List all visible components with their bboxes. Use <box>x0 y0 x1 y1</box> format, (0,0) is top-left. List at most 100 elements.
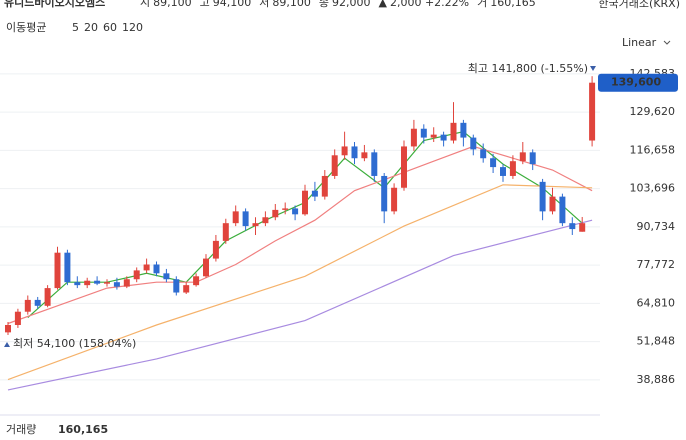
candle-body <box>420 128 427 138</box>
candle-body <box>94 280 101 284</box>
header-value: 89,100 <box>272 0 311 9</box>
candle-body <box>341 146 348 156</box>
candle-body <box>143 264 150 271</box>
header-label: 거 <box>477 0 487 9</box>
legend-entry: 120 <box>122 21 143 34</box>
candle-body <box>84 280 91 286</box>
header-label: 종 <box>319 0 329 9</box>
candle-body <box>410 128 417 147</box>
candle-body <box>549 196 556 212</box>
candle-body <box>500 167 506 176</box>
price-tag-label: 139,600 <box>611 76 661 89</box>
candle-body <box>509 161 516 176</box>
candle-body <box>262 217 269 224</box>
candle-body <box>272 209 279 218</box>
header-value: 92,000 <box>332 0 371 9</box>
candle-body <box>5 324 11 333</box>
candle-body <box>153 264 160 274</box>
candle-body <box>44 288 51 306</box>
candle-body <box>371 152 378 176</box>
y-tick-label: 116,658 <box>630 143 676 156</box>
chart-title: 유니드바이오지오엠스 <box>4 0 105 9</box>
y-tick-label: 77,772 <box>637 258 676 271</box>
header-label: 고 <box>200 0 210 9</box>
y-tick-label: 51,848 <box>637 335 676 348</box>
candle-body <box>331 155 338 176</box>
candle-body <box>529 152 536 165</box>
candle-body <box>133 270 140 280</box>
candle-body <box>74 282 81 286</box>
ma-label: 이동평균 <box>6 21 46 34</box>
header-label: 저 <box>259 0 269 9</box>
candle-body <box>311 190 318 197</box>
candle-body <box>54 252 61 289</box>
candle-body <box>232 211 239 224</box>
candle-body <box>589 82 596 141</box>
candle-body <box>569 223 576 230</box>
candle-body <box>519 152 526 162</box>
candle-body <box>282 208 289 210</box>
header-value: 94,100 <box>213 0 252 9</box>
candle-body <box>470 137 477 150</box>
candle-body <box>391 187 398 212</box>
candle-body <box>450 122 457 141</box>
y-tick-label: 103,696 <box>630 182 676 195</box>
candle-body <box>351 146 358 159</box>
ma-line <box>27 131 583 319</box>
candle-body <box>14 311 21 325</box>
ma-line <box>7 219 593 391</box>
legend-entry: 5 <box>72 21 79 34</box>
ma-line <box>7 184 593 381</box>
candle-body <box>361 152 368 159</box>
candle-body <box>559 196 566 224</box>
candle-body <box>193 276 200 286</box>
candle-body <box>490 158 497 168</box>
y-tick-label: 64,810 <box>637 296 676 309</box>
candle-body <box>440 134 447 141</box>
volume-label: 거래량 <box>6 423 36 436</box>
candle-body <box>401 146 407 188</box>
candle-body <box>460 122 467 138</box>
dropdown-icon[interactable] <box>663 40 671 45</box>
legend: 5 20 60 120 <box>72 21 143 34</box>
candle-body <box>123 279 130 287</box>
header-label: ▲ <box>379 0 388 9</box>
candle-body <box>480 149 487 159</box>
min-annotation: 최저 54,100 (158.04%) <box>13 337 136 350</box>
candle-body <box>104 282 110 284</box>
candle-body <box>321 175 328 197</box>
header-value: 2,000 +2.22% <box>390 0 469 9</box>
candle-body <box>173 279 180 293</box>
candle-body <box>163 273 170 280</box>
candle-body <box>113 282 120 287</box>
candle-body <box>203 258 209 277</box>
header-label: 시 <box>140 0 150 9</box>
min-marker <box>4 342 10 347</box>
header-value: 160,165 <box>490 0 536 9</box>
candle-body <box>430 134 437 138</box>
scale-mode[interactable]: Linear <box>622 36 657 49</box>
candle-body <box>64 252 71 283</box>
max-annotation: 최고 141,800 (-1.55%) <box>468 62 588 75</box>
candle-body <box>302 190 308 215</box>
candle-body <box>183 285 190 293</box>
y-tick-label: 129,620 <box>630 105 676 118</box>
candle-body <box>292 208 299 215</box>
candle-body <box>34 299 41 306</box>
candle-body <box>24 299 31 312</box>
candle-body <box>222 223 229 241</box>
ma-line <box>7 145 593 325</box>
y-tick-label: 38,886 <box>637 373 676 386</box>
exchange: 한국거래소(KRX) <box>598 0 680 10</box>
y-tick-label: 90,734 <box>637 220 676 233</box>
candle-body <box>252 223 259 227</box>
candle-body <box>579 223 586 232</box>
max-marker <box>590 66 596 71</box>
header-value: 89,100 <box>153 0 192 9</box>
candle-body <box>539 181 546 212</box>
legend-entry: 20 <box>84 21 98 34</box>
price-tag <box>598 73 678 92</box>
candle-body <box>381 175 388 212</box>
candle-body <box>242 211 249 227</box>
candle-body <box>212 240 219 259</box>
